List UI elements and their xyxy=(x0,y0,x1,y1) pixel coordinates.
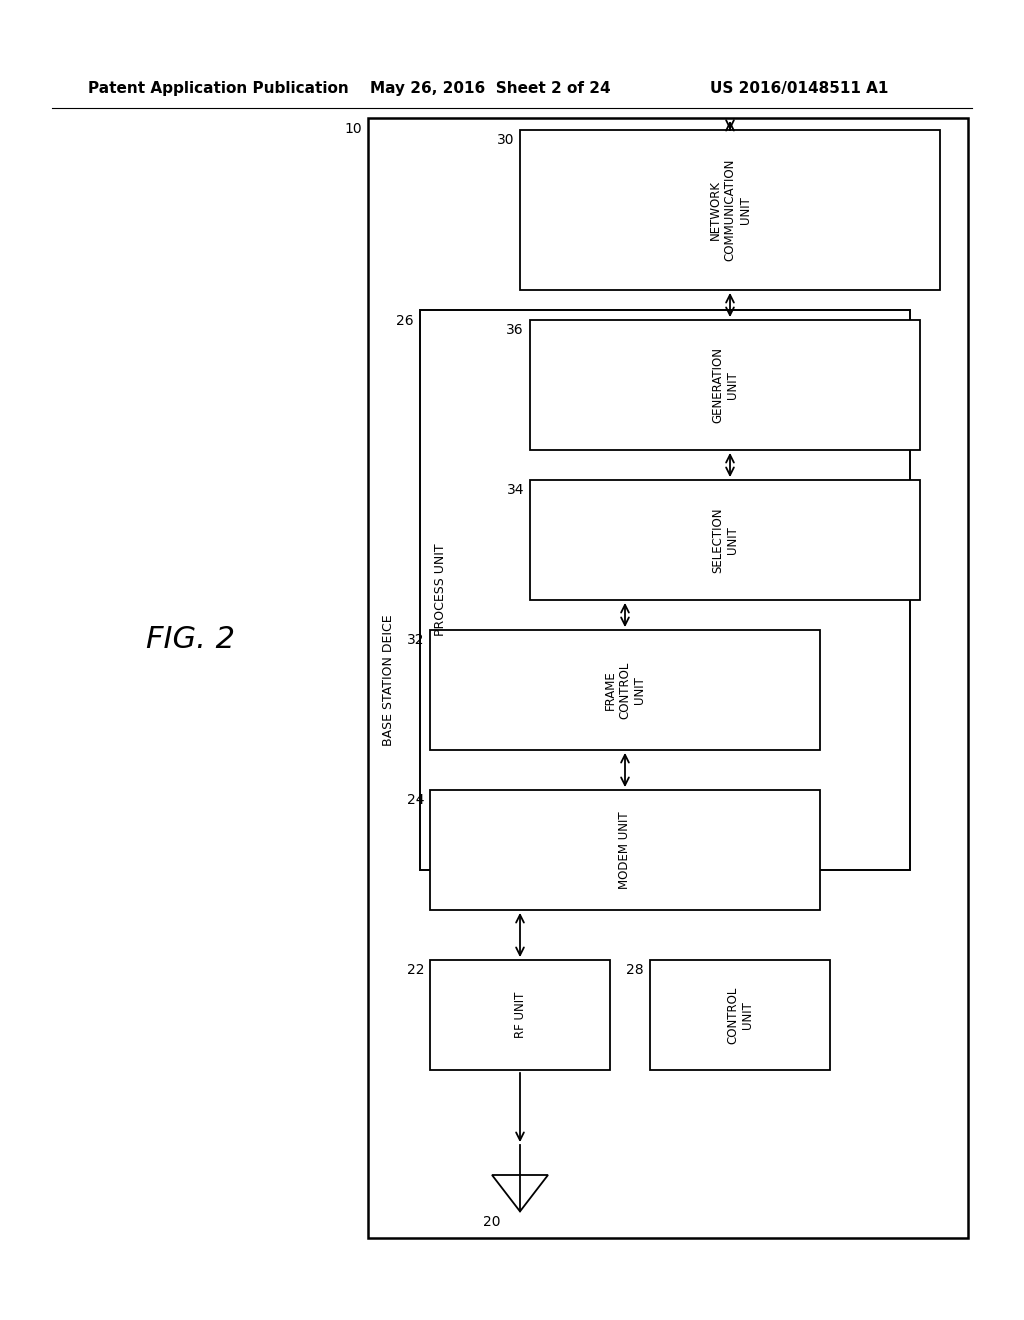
Text: 30: 30 xyxy=(497,133,514,147)
Text: FRAME
CONTROL
UNIT: FRAME CONTROL UNIT xyxy=(603,661,646,718)
Text: Patent Application Publication: Patent Application Publication xyxy=(88,81,349,95)
Text: 36: 36 xyxy=(507,323,524,337)
Bar xyxy=(530,319,920,450)
Text: 34: 34 xyxy=(507,483,524,498)
Bar xyxy=(650,960,830,1071)
Text: PROCESS UNIT: PROCESS UNIT xyxy=(433,544,446,636)
Text: SELECTION
UNIT: SELECTION UNIT xyxy=(711,507,739,573)
Text: May 26, 2016  Sheet 2 of 24: May 26, 2016 Sheet 2 of 24 xyxy=(370,81,610,95)
Text: 24: 24 xyxy=(407,793,424,807)
Text: US 2016/0148511 A1: US 2016/0148511 A1 xyxy=(710,81,889,95)
Bar xyxy=(430,630,820,750)
Text: BASE STATION DEICE: BASE STATION DEICE xyxy=(382,614,394,746)
Bar xyxy=(430,789,820,909)
Text: 20: 20 xyxy=(482,1214,500,1229)
Bar xyxy=(368,117,968,1238)
Text: GENERATION
UNIT: GENERATION UNIT xyxy=(711,347,739,422)
Text: 26: 26 xyxy=(396,314,414,327)
Text: 32: 32 xyxy=(407,634,424,647)
Text: RF UNIT: RF UNIT xyxy=(513,991,526,1039)
Text: 22: 22 xyxy=(407,964,424,977)
Bar xyxy=(430,960,610,1071)
Text: 28: 28 xyxy=(627,964,644,977)
Bar xyxy=(420,310,910,870)
Text: FIG. 2: FIG. 2 xyxy=(145,626,234,655)
Text: 10: 10 xyxy=(344,121,362,136)
Text: MODEM UNIT: MODEM UNIT xyxy=(618,812,632,888)
Bar xyxy=(530,480,920,601)
Bar xyxy=(520,129,940,290)
Text: CONTROL
UNIT: CONTROL UNIT xyxy=(726,986,754,1044)
Text: NETWORK
COMMUNICATION
UNIT: NETWORK COMMUNICATION UNIT xyxy=(709,158,752,261)
